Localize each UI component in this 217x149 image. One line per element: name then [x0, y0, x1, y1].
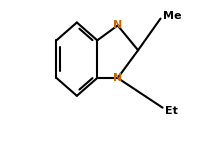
Text: N: N — [113, 73, 122, 83]
Text: N: N — [113, 20, 122, 30]
Text: Me: Me — [163, 11, 181, 21]
Text: Et: Et — [165, 106, 178, 116]
